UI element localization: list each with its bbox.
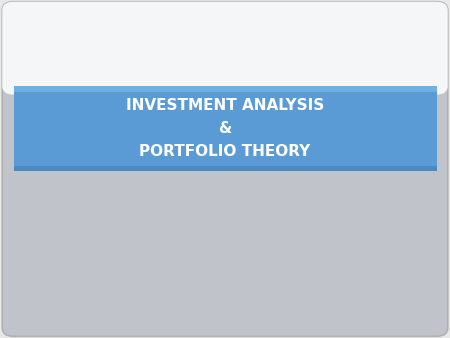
Text: PORTFOLIO THEORY: PORTFOLIO THEORY: [140, 144, 310, 160]
Text: &: &: [218, 121, 232, 137]
Bar: [14, 17, 436, 86]
Bar: [14, 86, 436, 92]
Text: INVESTMENT ANALYSIS: INVESTMENT ANALYSIS: [126, 98, 324, 114]
Bar: [14, 92, 436, 166]
Bar: [14, 166, 436, 171]
FancyBboxPatch shape: [2, 2, 448, 336]
FancyBboxPatch shape: [2, 2, 448, 95]
